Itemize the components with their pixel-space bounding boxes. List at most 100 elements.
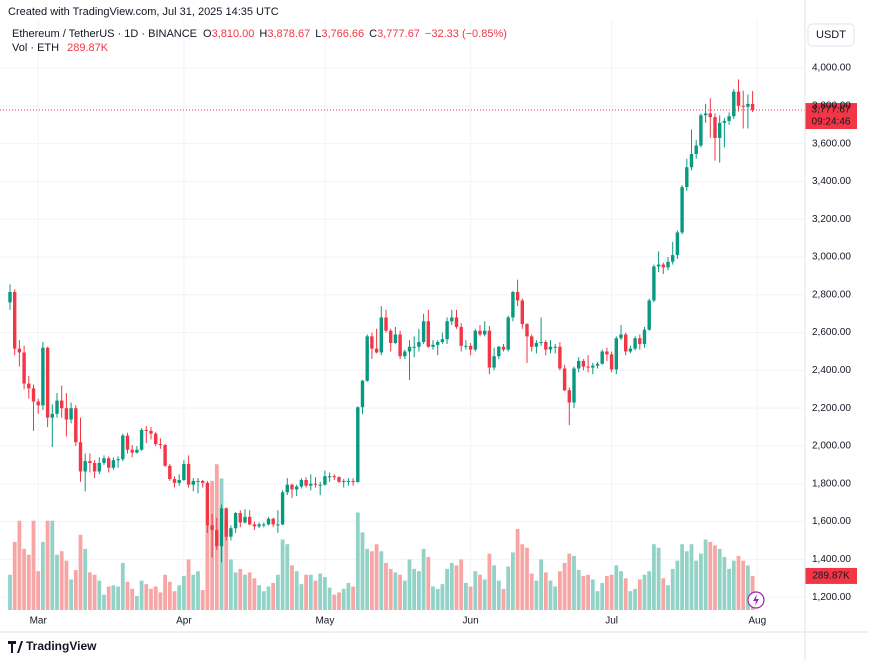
volume-bar [699,553,703,610]
volume-bar [92,574,97,610]
candle-body [257,524,261,527]
watermark: TradingView [8,639,97,653]
volume-bar [318,573,323,610]
candle-body [64,408,69,420]
candle-body [262,524,266,526]
volume-bar [247,572,252,610]
volume-bar [572,555,576,610]
candle-body [708,113,712,118]
volume-bar [534,580,539,610]
y-tick-label: 3,800.00 [812,100,851,111]
candle-body [295,486,299,490]
candle-body [121,435,125,460]
candle-body [271,518,275,525]
low-key: L [315,28,321,40]
candle-body [107,458,111,468]
volume-bar [182,575,186,610]
volume-bar [360,532,365,610]
volume-bar [332,594,337,610]
volume-bar [487,553,492,610]
change: −32.33 (−0.85%) [425,28,507,40]
volume-bar [713,545,717,610]
volume-bar [379,551,384,610]
flash-icon[interactable] [747,591,765,609]
volume-bar [153,586,158,610]
y-tick-label: 1,600.00 [812,516,851,527]
candle-body [732,91,736,117]
volume-bar [694,560,699,610]
candle-body [74,408,78,443]
volume-bar [746,565,750,610]
volume-bar [69,579,73,610]
volume-bar [139,580,144,610]
x-tick-label: May [315,616,334,627]
volume-bar [553,586,558,610]
countdown: 09:24:46 [812,117,851,128]
volume-bar [666,585,670,610]
candle-body [356,407,360,482]
volume-bar [337,592,341,610]
candle-body [41,347,45,406]
volume-bar [196,571,200,610]
candle-body [92,462,97,472]
icon-bolt[interactable] [753,594,759,606]
symbol: Ethereum / TetherUS · 1D · BINANCE [12,28,197,40]
candle-body [741,105,745,107]
candle-body [661,264,665,268]
candle-body [718,122,722,138]
x-tick-label: Mar [30,616,48,627]
volume-bar [520,544,525,610]
volume-bar [492,565,496,610]
candle-body [88,461,92,463]
currency-box[interactable] [807,23,855,47]
volume-bar [388,568,393,610]
volume-bar [83,548,88,610]
candle-body [332,476,336,478]
close-key: C [369,28,377,40]
volume-bar [45,520,50,610]
volume-bar [271,582,276,610]
candle-body [45,347,50,418]
candle-body [417,342,421,347]
volume-bar [233,572,238,610]
volume-bar [252,578,257,610]
volume-bar [619,571,623,610]
candle-body [163,445,167,466]
volume-bar [605,575,609,610]
candle-body [656,264,661,267]
candle-body [22,352,26,384]
volume-bar [670,568,675,610]
candle-body [393,334,398,343]
volume-bar [257,585,261,610]
volume-bar [628,591,633,610]
candle-body [327,476,332,478]
volume-bar [102,594,106,610]
candle-body [210,525,214,531]
candle-body [280,492,285,525]
candle-body [520,300,524,325]
candle-body [473,330,477,350]
candle-body [642,329,647,344]
y-tick-label: 1,800.00 [812,478,851,489]
candle-body [60,400,64,409]
volume-bar [445,568,449,610]
currency[interactable]: USDT [816,29,846,41]
volume-bar [736,555,741,610]
y-tick-label: 1,200.00 [812,592,851,603]
candle-body [233,513,238,529]
volume-bar [426,557,431,610]
candle-body [125,435,130,450]
volume-bar [55,554,59,610]
volume-bar [158,592,163,610]
volume-bar [717,548,722,610]
candle-body [487,330,492,368]
candle-body [600,351,604,364]
candle-body [633,338,637,349]
volume-bar [12,541,17,610]
volume-bar [88,572,92,610]
volume-bar [177,585,182,610]
candles [8,79,755,563]
volume-bar [454,565,459,610]
candle-body [83,461,87,472]
